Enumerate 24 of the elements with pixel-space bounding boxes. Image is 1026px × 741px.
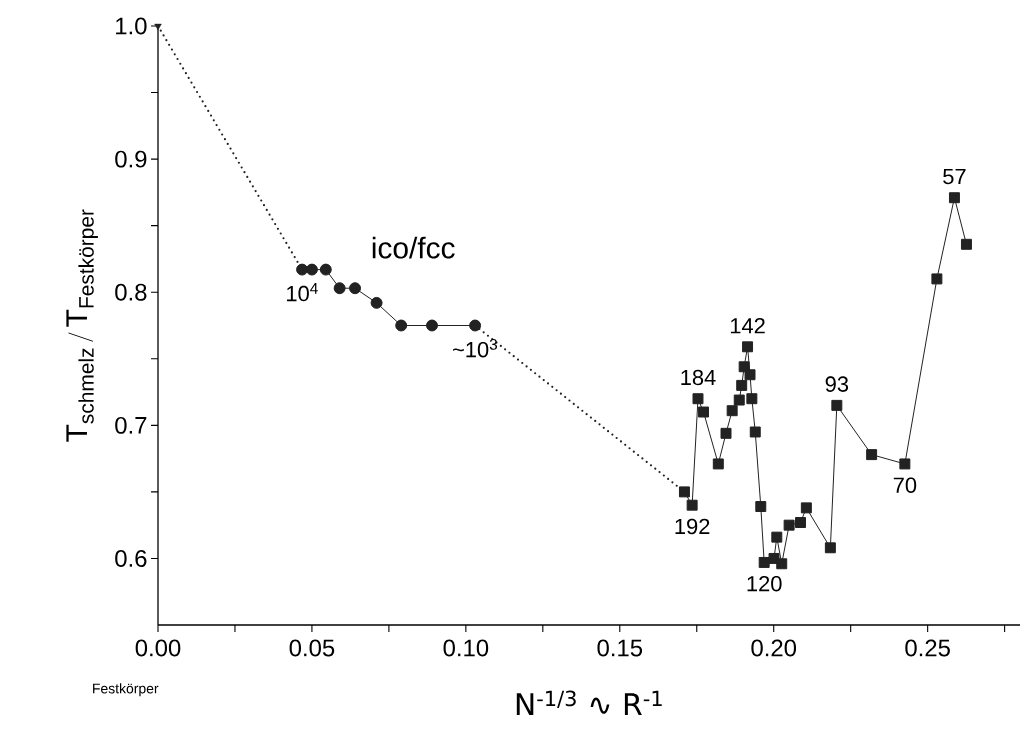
y-axis-title: $\mathrm{T}_{\text{schmelz}}\,/\,\mathrm{T}_{\text{Festkörper}}$ xyxy=(66,209,98,442)
annotation: ico/fcc xyxy=(372,236,455,259)
y-tick-label: 0.7 xyxy=(115,416,147,434)
x-tick-label: 0.05 xyxy=(289,639,335,657)
annotation: 184 xyxy=(681,369,716,386)
annotation: 120 xyxy=(747,575,782,592)
annotation: 142 xyxy=(730,318,765,334)
annotation: 192 xyxy=(675,518,710,535)
annotation: 57 xyxy=(943,168,966,185)
x-tick-label: 0.00 xyxy=(135,639,181,657)
y-tick-label: 1.0 xyxy=(116,17,147,35)
x-tick-label: 0.25 xyxy=(905,639,950,657)
annotation: ~10$^{3}$ xyxy=(452,338,498,358)
y-tick-label: 0.9 xyxy=(115,150,147,168)
y-tick-label: 0.8 xyxy=(115,283,147,301)
x-axis-title: N$^{-1/3}$ ∿ R$^{-1}$ xyxy=(516,690,662,716)
annotation: 93 xyxy=(825,376,849,392)
annotation: 70 xyxy=(893,477,917,493)
x-tick-label: 0.15 xyxy=(597,639,643,657)
y-tick-label: 0.6 xyxy=(115,549,147,567)
x-tick-label: 0.10 xyxy=(443,639,489,657)
x-tick-label: 0.20 xyxy=(751,639,797,657)
text: Festkörper xyxy=(93,683,159,697)
annotation: 10$^{4}$ xyxy=(287,283,318,302)
